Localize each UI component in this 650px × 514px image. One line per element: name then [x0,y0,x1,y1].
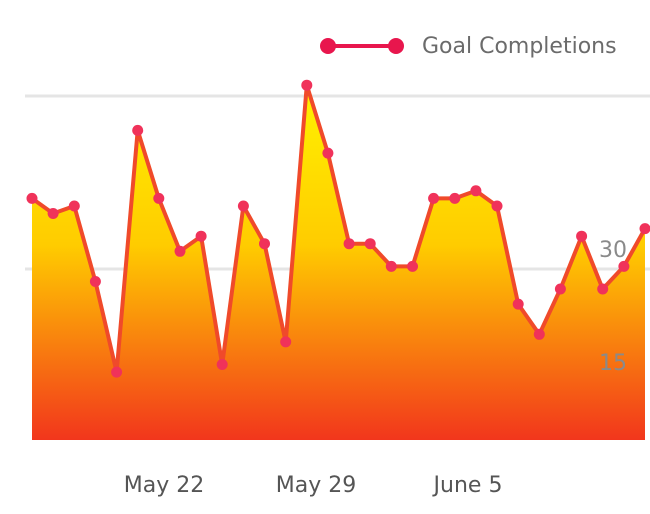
data-point-10[interactable] [237,200,249,212]
data-point-29[interactable] [639,223,650,235]
data-point-27[interactable] [597,283,609,295]
data-point-11[interactable] [259,238,270,250]
data-point-23[interactable] [512,298,524,310]
data-point-28[interactable] [618,260,630,272]
series-line-layer [30,83,647,375]
data-point-22[interactable] [491,200,503,212]
series-area [32,85,645,440]
data-point-17[interactable] [385,260,397,272]
series-line [30,83,647,375]
data-point-6[interactable] [153,192,165,204]
data-point-5[interactable] [132,124,144,136]
data-point-7[interactable] [174,245,186,257]
data-point-8[interactable] [195,230,207,242]
data-point-24[interactable] [533,328,545,340]
data-point-15[interactable] [343,238,355,250]
data-point-13[interactable] [301,79,313,91]
data-point-2[interactable] [68,200,80,212]
y-tick-label-15: 15 [599,351,627,376]
y-tick-label-30: 30 [599,238,627,263]
data-point-9[interactable] [216,359,228,370]
data-point-12[interactable] [280,336,292,348]
legend-label: Goal Completions [422,33,617,59]
data-point-26[interactable] [576,230,588,242]
data-point-1[interactable] [47,208,59,219]
data-point-20[interactable] [449,192,461,204]
data-point-4[interactable] [111,366,123,378]
data-point-25[interactable] [554,283,566,295]
series-points-layer [26,79,650,378]
data-point-21[interactable] [470,185,482,197]
legend[interactable]: Goal Completions [318,28,617,64]
x-tick-label-may-22: May 22 [124,473,204,498]
data-point-0[interactable] [26,192,38,204]
data-point-16[interactable] [364,238,376,250]
x-tick-label-may-29: May 29 [276,473,356,498]
data-point-14[interactable] [322,147,334,159]
data-point-19[interactable] [428,192,440,204]
legend-line-marker-icon [318,36,406,56]
series-area-layer [32,85,645,440]
data-point-3[interactable] [89,276,101,287]
x-tick-label-june-5: June 5 [432,473,503,498]
data-point-18[interactable] [407,260,418,272]
